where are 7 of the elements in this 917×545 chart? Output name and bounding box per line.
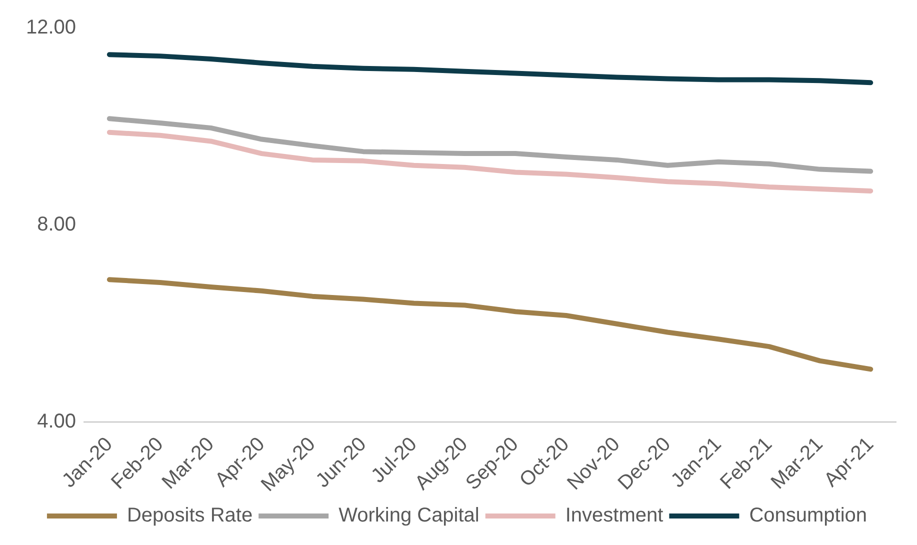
y-tick-label: 4.00 (37, 410, 76, 432)
legend-label: Working Capital (338, 504, 480, 527)
legend-label: Consumption (749, 504, 868, 527)
legend-label: Deposits Rate (126, 504, 253, 527)
y-tick-label: 8.00 (37, 213, 76, 236)
y-tick-label: 12.00 (26, 16, 76, 39)
legend-label: Investment (565, 504, 664, 527)
